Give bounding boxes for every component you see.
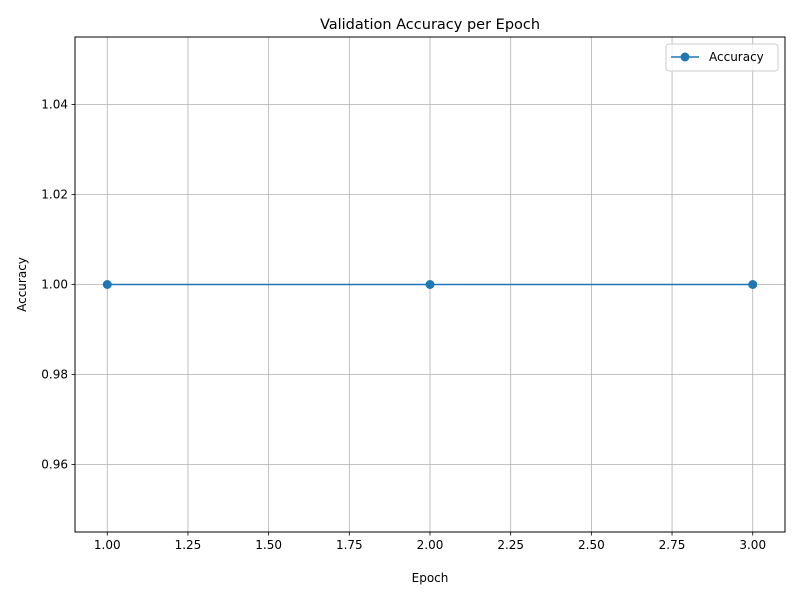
- data-point: [102, 280, 112, 289]
- y-axis: 0.96 0.98 1.00 1.02 1.04: [41, 98, 75, 472]
- y-tick-label: 1.00: [41, 278, 68, 292]
- series: [102, 280, 758, 289]
- data-point: [425, 280, 435, 289]
- legend-label-accuracy: Accuracy: [709, 50, 764, 64]
- x-tick-label: 2.75: [659, 538, 686, 552]
- x-axis-title: Epoch: [412, 571, 449, 585]
- x-axis: 1.00 1.25 1.50 1.75 2.00 2.25 2.50 2.75 3.00: [94, 532, 766, 552]
- x-tick-label: 1.25: [175, 538, 202, 552]
- data-point: [748, 280, 758, 289]
- y-tick-label: 0.96: [41, 458, 68, 472]
- legend-marker-accuracy: [680, 52, 690, 62]
- x-tick-label: 2.00: [417, 538, 444, 552]
- x-tick-label: 1.50: [255, 538, 282, 552]
- legend: Accuracy: [665, 43, 779, 72]
- y-axis-title: Accuracy: [15, 257, 29, 312]
- x-tick-label: 1.00: [94, 538, 121, 552]
- x-tick-label: 1.75: [336, 538, 363, 552]
- y-tick-label: 0.98: [41, 368, 68, 382]
- legend-box: [665, 43, 779, 72]
- x-tick-label: 2.50: [578, 538, 605, 552]
- y-tick-label: 1.02: [41, 188, 68, 202]
- x-tick-label: 3.00: [739, 538, 766, 552]
- y-tick-label: 1.04: [41, 98, 68, 112]
- chart-title: Validation Accuracy per Epoch: [320, 17, 540, 33]
- x-tick-label: 2.25: [497, 538, 524, 552]
